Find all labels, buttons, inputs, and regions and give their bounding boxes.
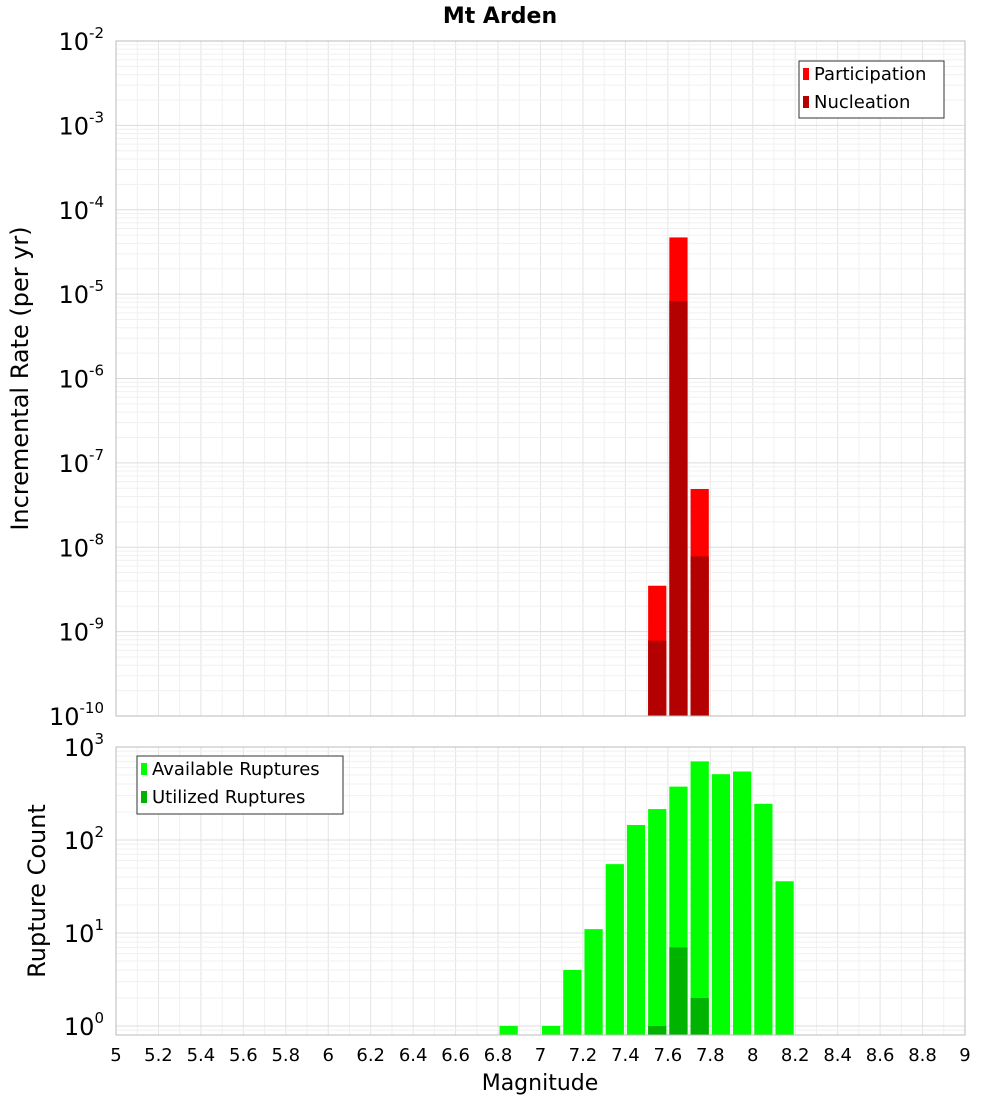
bar-primary: [690, 761, 709, 1035]
legend-label: Participation: [814, 64, 926, 85]
x-tick-label: 5: [110, 1045, 121, 1066]
y-tick-label: 10-8: [58, 530, 104, 562]
x-axis: 5 5.2 5.4 5.6 5.8 6 6.2 6.4 6.6 6.8 7 7.2 7.4 7.6 7.8 8…: [110, 1045, 970, 1066]
bar-primary: [584, 929, 603, 1035]
y-axis-label: Incremental Rate (per yr): [6, 226, 34, 530]
x-tick-label: 7.4: [611, 1045, 640, 1066]
bar-secondary: [690, 997, 709, 1035]
bar-primary: [626, 824, 646, 1035]
bar-primary: [542, 1025, 561, 1035]
x-tick-label: 6.6: [441, 1045, 470, 1066]
y-tick-label: 10-4: [58, 193, 104, 225]
y-tick-label: 10-7: [58, 446, 104, 478]
y-tick-label: 10-2: [58, 24, 104, 56]
legend-swatch: [141, 791, 147, 803]
bar-secondary: [648, 1025, 667, 1035]
chart-title: Mt Arden: [443, 4, 557, 29]
bar-primary: [499, 1025, 518, 1035]
plot-frame: [115, 746, 966, 1036]
x-axis-label: Magnitude: [482, 1071, 599, 1096]
bar-secondary: [669, 300, 688, 716]
x-tick-label: 5.2: [144, 1045, 173, 1066]
x-tick-label: 6.2: [356, 1045, 385, 1066]
legend-box: [136, 755, 344, 815]
y-tick-label: 101: [64, 916, 104, 948]
x-tick-label: 5.8: [271, 1045, 300, 1066]
y-tick-label: 100: [64, 1009, 104, 1041]
x-tick-label: 5.4: [187, 1045, 216, 1066]
bar-secondary: [690, 556, 709, 716]
bar-primary: [733, 771, 752, 1035]
y-tick-label: 10-3: [58, 108, 104, 140]
y-tick-label: 10-6: [58, 362, 104, 394]
bar-secondary: [648, 640, 667, 716]
legend-swatch: [141, 763, 147, 775]
x-tick-label: 8.2: [781, 1045, 810, 1066]
bar-secondary: [669, 947, 688, 1035]
legend: Available Ruptures Utilized Ruptures: [136, 755, 344, 815]
x-tick-label: 6: [323, 1045, 334, 1066]
y-tick-label: 102: [64, 823, 104, 855]
bar-primary: [648, 809, 667, 1035]
bar-primary: [563, 969, 582, 1035]
x-tick-label: 8.4: [823, 1045, 852, 1066]
legend-label: Nucleation: [814, 92, 910, 113]
bar-primary: [711, 774, 731, 1035]
y-tick-label: 10-5: [58, 277, 104, 309]
x-tick-label: 8.6: [866, 1045, 895, 1066]
x-tick-label: 7.2: [569, 1045, 598, 1066]
y-axis-label: Rupture Count: [23, 804, 51, 978]
rate-panel: 10-10 10-9 10-8 10-7 10-6 10-5 10-4 10-3 10-2 Inc…: [6, 24, 966, 731]
legend-box: [798, 60, 945, 119]
bar-primary: [775, 881, 794, 1035]
x-tick-label: 6.8: [484, 1045, 513, 1066]
x-tick-label: 8: [747, 1045, 758, 1066]
x-tick-label: 7.8: [696, 1045, 725, 1066]
legend: Participation Nucleation: [798, 60, 945, 119]
x-tick-label: 9: [959, 1045, 970, 1066]
x-tick-label: 6.4: [399, 1045, 428, 1066]
legend-label: Utilized Ruptures: [152, 787, 305, 808]
count-panel: 100 101 102 103 Rupture Count Available Ruptu…: [23, 730, 966, 1041]
bar-primary: [754, 803, 773, 1035]
legend-swatch: [803, 96, 809, 108]
y-tick-label: 10-9: [58, 615, 104, 647]
y-tick-label: 103: [64, 730, 104, 762]
legend-swatch: [803, 68, 809, 80]
x-tick-label: 7.6: [654, 1045, 683, 1066]
x-tick-label: 8.8: [908, 1045, 937, 1066]
plot-frame: [115, 40, 966, 717]
x-tick-label: 5.6: [229, 1045, 258, 1066]
x-tick-label: 7: [535, 1045, 546, 1066]
bar-primary: [605, 864, 624, 1035]
y-tick-label: 10-10: [49, 699, 104, 731]
legend-label: Available Ruptures: [152, 759, 320, 780]
